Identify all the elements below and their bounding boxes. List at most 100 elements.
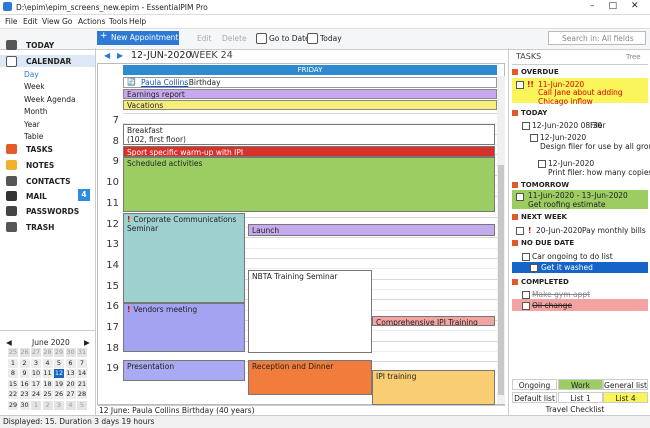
nav-item[interactable]: MAIL	[26, 192, 47, 201]
minical-day[interactable]: 15	[8, 379, 18, 389]
list-tab[interactable]: List 4	[603, 392, 648, 403]
nav-item[interactable]: CONTACTS	[26, 177, 71, 186]
event-block[interactable]: Reception and Dinner	[248, 360, 372, 395]
minical-day[interactable]: 23	[19, 390, 30, 399]
birthday-event[interactable]	[123, 77, 497, 88]
minical-day[interactable]: 18	[42, 379, 53, 389]
minical-day[interactable]: 25	[42, 390, 53, 399]
checkbox[interactable]	[516, 227, 524, 235]
minical-day[interactable]: 4	[42, 358, 53, 368]
minical-day[interactable]: 22	[8, 390, 18, 399]
event-block[interactable]: Launch	[248, 224, 495, 236]
event-block[interactable]: NBTA Training Seminar	[248, 270, 372, 353]
list-tab[interactable]: List 1	[558, 392, 603, 403]
menu-item[interactable]: Go	[62, 17, 73, 26]
minical-day[interactable]: 11	[42, 369, 53, 378]
minical-day[interactable]: 1	[31, 400, 41, 410]
nav-subitem[interactable]: Year	[24, 119, 40, 129]
nav-subitem[interactable]: Week	[24, 82, 45, 92]
checkbox[interactable]	[538, 160, 546, 168]
minical-day[interactable]: 30	[19, 400, 30, 410]
today-button[interactable]: Today	[320, 34, 342, 43]
nav-subitem[interactable]: Table	[24, 132, 44, 141]
checkbox[interactable]	[530, 264, 538, 272]
tab[interactable]: General list	[603, 379, 648, 390]
minical-day[interactable]: 3	[54, 400, 64, 410]
prev-day[interactable]: ◀	[104, 51, 111, 60]
minical-day[interactable]: 3	[31, 358, 41, 368]
minical-day[interactable]: 29	[54, 348, 64, 357]
allday-event[interactable]: Earnings report	[123, 89, 497, 99]
tab[interactable]: Ongoing	[512, 379, 557, 390]
minical-day[interactable]: 30	[65, 348, 76, 357]
list-tab[interactable]: Default list	[512, 392, 557, 403]
menu-item[interactable]: File	[5, 17, 18, 26]
nav-item[interactable]: PASSWORDS	[26, 207, 80, 216]
nav-subitem[interactable]: Day	[24, 70, 39, 79]
delete-button[interactable]: Delete	[222, 34, 247, 43]
minical-day[interactable]: 25	[8, 348, 18, 357]
goto-date-button[interactable]: Go to Date	[269, 34, 310, 43]
minical-day[interactable]: 1	[8, 358, 18, 368]
minical-day[interactable]: 19	[54, 379, 64, 389]
minical-day[interactable]: 6	[65, 358, 76, 368]
scroll-thumb[interactable]	[498, 165, 504, 395]
checkbox[interactable]	[516, 193, 524, 201]
menu-item[interactable]: Actions	[78, 17, 106, 26]
minical-day[interactable]: 2	[19, 358, 30, 368]
event-block[interactable]: Sport specific warm-up with IPI	[123, 146, 495, 157]
list-footer[interactable]: Travel Checklist	[545, 405, 605, 414]
checkbox-checked[interactable]	[522, 302, 530, 310]
minical-day[interactable]: 26	[19, 348, 30, 357]
menu-item[interactable]: Edit	[23, 17, 38, 26]
minical-day[interactable]: 2	[42, 400, 53, 410]
nav-item[interactable]: TRASH	[26, 223, 55, 232]
event-block[interactable]: ! Corporate Communications Seminar	[123, 213, 245, 303]
minical-next[interactable]: ▶	[84, 338, 90, 347]
minical-day[interactable]: 7	[77, 358, 87, 368]
tasks-view[interactable]: Tree	[626, 53, 641, 61]
task-row-highlight[interactable]	[512, 299, 648, 311]
event-block[interactable]: IPI training	[372, 370, 495, 405]
minical-day[interactable]: 4	[65, 400, 76, 410]
event-block[interactable]: Comprehensive IPI Training	[372, 316, 495, 326]
minical-day[interactable]: 8	[8, 369, 18, 378]
nav-item[interactable]: TODAY	[26, 41, 55, 50]
minical-day[interactable]: 26	[54, 390, 64, 399]
nav-subitem[interactable]: Month	[24, 107, 48, 117]
minical-day[interactable]: 27	[65, 390, 76, 399]
minical-day[interactable]: 14	[77, 369, 87, 378]
minical-prev[interactable]: ◀	[6, 338, 12, 347]
task-row-selected[interactable]	[512, 262, 648, 273]
nav-item[interactable]: CALENDAR	[26, 57, 72, 66]
task-row-highlight[interactable]	[512, 78, 648, 103]
search-box[interactable]	[548, 31, 646, 45]
checkbox-checked[interactable]	[522, 291, 530, 299]
minical-day[interactable]: 21	[77, 379, 87, 389]
minical-day[interactable]: 28	[77, 390, 87, 399]
minical-day[interactable]: 24	[31, 390, 41, 399]
minical-day[interactable]: 20	[65, 379, 76, 389]
new-appointment-button[interactable]: New Appointment	[97, 31, 179, 45]
menu-item[interactable]: View	[42, 17, 60, 26]
minical-day[interactable]: 17	[31, 379, 41, 389]
nav-item[interactable]: TASKS	[26, 145, 53, 154]
menu-item[interactable]: Help	[129, 17, 147, 26]
checkbox[interactable]	[522, 122, 530, 130]
minical-day[interactable]: 12	[54, 369, 64, 378]
event-block[interactable]: Scheduled activities	[123, 157, 495, 212]
allday-event[interactable]: Vacations	[123, 100, 497, 110]
tab[interactable]: Work	[558, 379, 603, 390]
checkbox[interactable]	[530, 134, 538, 142]
minical-day[interactable]: 28	[42, 348, 53, 357]
menu-item[interactable]: Tools	[109, 17, 128, 26]
edit-button[interactable]: Edit	[197, 34, 212, 43]
minical-day[interactable]: 5	[54, 358, 64, 368]
event-block[interactable]: ! Vendors meeting	[123, 303, 245, 352]
minical-day[interactable]: 16	[19, 379, 30, 389]
next-day[interactable]: ▶	[117, 51, 124, 60]
event-block[interactable]: Breakfast (102, first floor)	[123, 124, 495, 145]
task-row-highlight[interactable]	[512, 190, 648, 209]
minical-day[interactable]: 10	[31, 369, 41, 378]
minical-day[interactable]: 5	[77, 400, 87, 410]
